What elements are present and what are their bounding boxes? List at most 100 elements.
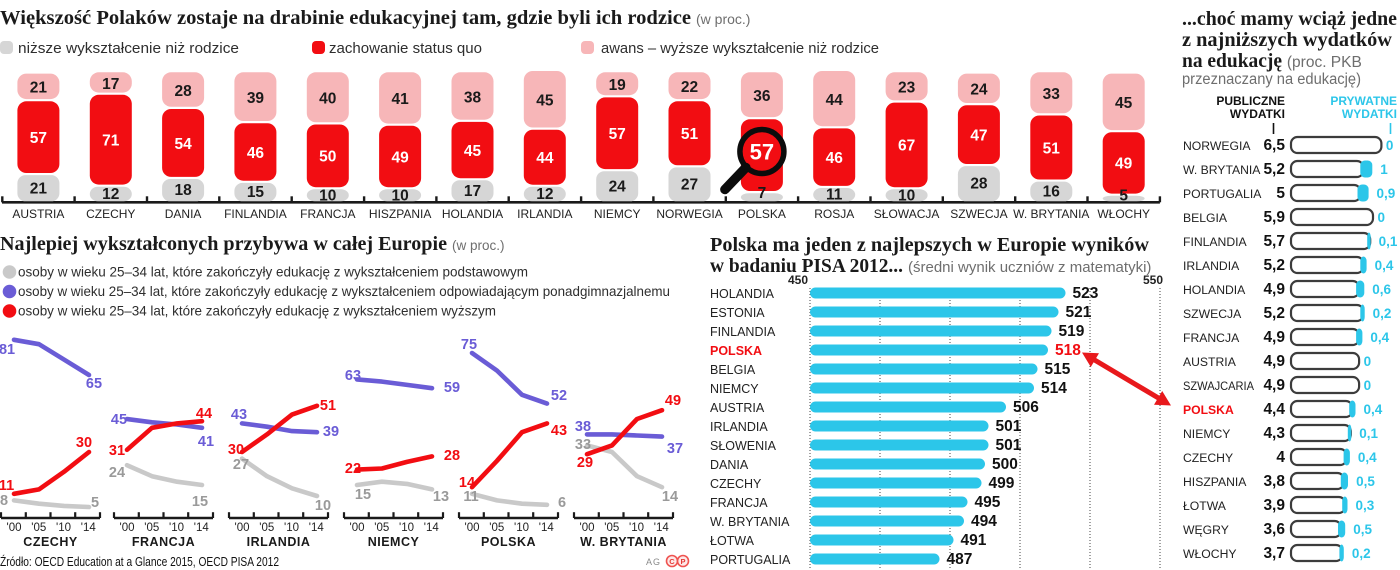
svg-text:IRLANDIA: IRLANDIA [517,207,572,221]
svg-text:0: 0 [1386,138,1394,153]
svg-text:46: 46 [247,145,265,162]
svg-text:45: 45 [536,93,554,110]
svg-text:491: 491 [961,532,987,549]
svg-text:494: 494 [971,513,997,530]
svg-text:W. BRYTANIA: W. BRYTANIA [1183,163,1261,177]
svg-text:5,7: 5,7 [1263,233,1285,250]
svg-text:43: 43 [231,407,247,423]
svg-text:C: C [669,557,675,566]
svg-text:4,9: 4,9 [1263,281,1285,298]
svg-text:'05: '05 [31,522,46,534]
svg-text:NIEMCY: NIEMCY [1183,427,1230,441]
svg-text:39: 39 [247,90,265,107]
svg-text:CZECHY: CZECHY [710,477,762,491]
svg-text:15: 15 [355,487,371,503]
svg-text:CZECHY: CZECHY [23,535,78,549]
svg-text:SZWAJCARIA: SZWAJCARIA [1183,379,1255,393]
svg-text:21: 21 [30,180,48,197]
svg-text:'00: '00 [7,522,22,534]
svg-text:4,9: 4,9 [1263,353,1285,370]
svg-text:SŁOWENIA: SŁOWENIA [710,439,777,453]
svg-text:'05: '05 [489,522,504,534]
svg-text:50: 50 [319,149,336,166]
svg-text:29: 29 [577,455,593,471]
svg-text:39: 39 [323,424,339,440]
svg-text:Źródło: OECD Education at a Gl: Źródło: OECD Education at a Glance 2015,… [0,554,279,569]
svg-text:AG: AG [646,557,661,567]
svg-text:'14: '14 [309,522,325,534]
svg-text:5: 5 [1276,185,1285,202]
svg-text:0,6: 0,6 [1372,282,1391,297]
svg-text:'10: '10 [514,522,529,534]
svg-text:33: 33 [575,437,591,453]
svg-text:przeznaczany na edukację): przeznaczany na edukację) [1182,71,1361,88]
svg-text:7: 7 [758,185,767,202]
svg-text:499: 499 [989,475,1015,492]
svg-text:SZWECJA: SZWECJA [1183,307,1242,321]
svg-text:40: 40 [319,91,336,108]
svg-text:FRANCJA: FRANCJA [132,535,195,549]
svg-text:31: 31 [109,443,125,459]
svg-text:POLSKA: POLSKA [710,344,762,358]
svg-text:0,4: 0,4 [1375,258,1394,273]
svg-text:518: 518 [1055,342,1081,359]
svg-text:10: 10 [315,498,331,514]
svg-text:10: 10 [392,187,409,204]
svg-text:'05: '05 [374,522,389,534]
svg-text:16: 16 [1043,183,1061,200]
svg-text:HISZPANIA: HISZPANIA [1183,475,1247,489]
svg-text:17: 17 [102,76,119,93]
svg-text:...choć mamy wciąż jedne: ...choć mamy wciąż jedne [1182,9,1397,30]
svg-text:AUSTRIA: AUSTRIA [12,207,64,221]
svg-text:W. BRYTANIA: W. BRYTANIA [710,515,790,529]
svg-text:0,5: 0,5 [1356,474,1375,489]
svg-text:46: 46 [826,150,844,167]
svg-text:519: 519 [1059,323,1085,340]
svg-text:81: 81 [0,342,15,358]
svg-text:12: 12 [536,186,553,203]
svg-text:63: 63 [345,368,361,384]
svg-text:ROSJA: ROSJA [814,207,854,221]
svg-text:z najniższych wydatków: z najniższych wydatków [1182,30,1392,51]
svg-text:'14: '14 [81,522,97,534]
svg-text:0,5: 0,5 [1353,522,1372,537]
svg-text:24: 24 [970,82,988,99]
svg-text:0,9: 0,9 [1377,186,1396,201]
svg-text:'14: '14 [539,522,555,534]
svg-text:'00: '00 [120,522,135,534]
svg-text:44: 44 [826,92,844,109]
svg-text:HOLANDIA: HOLANDIA [442,207,503,221]
svg-text:0,2: 0,2 [1352,546,1371,561]
svg-text:501: 501 [996,418,1022,435]
svg-text:41: 41 [198,434,214,450]
svg-text:10: 10 [898,187,915,204]
svg-text:44: 44 [196,406,212,422]
svg-text:POLSKA: POLSKA [1183,403,1234,417]
svg-text:ŁOTWA: ŁOTWA [1183,499,1227,513]
svg-text:FINLANDIA: FINLANDIA [224,207,287,221]
svg-text:51: 51 [1043,140,1061,157]
svg-text:awans – wyższe wykształcenie n: awans – wyższe wykształcenie niż rodzice [601,40,879,57]
svg-text:501: 501 [996,437,1022,454]
svg-text:AUSTRIA: AUSTRIA [710,401,765,415]
svg-text:POLSKA: POLSKA [481,535,536,549]
svg-text:WĘGRY: WĘGRY [1183,523,1229,537]
svg-text:zachowanie status quo: zachowanie status quo [329,40,482,57]
svg-text:21: 21 [30,80,48,97]
svg-text:'14: '14 [424,522,440,534]
svg-text:22: 22 [345,461,361,477]
svg-text:500: 500 [992,456,1018,473]
svg-text:22: 22 [681,79,698,96]
svg-text:'10: '10 [284,522,299,534]
svg-text:WŁOCHY: WŁOCHY [1097,207,1150,221]
svg-text:45: 45 [111,412,127,428]
svg-text:'05: '05 [259,522,274,534]
svg-text:6,5: 6,5 [1263,137,1285,154]
svg-text:30: 30 [76,435,92,451]
svg-text:33: 33 [1043,86,1061,103]
svg-text:19: 19 [609,77,627,94]
svg-text:'00: '00 [580,522,595,534]
svg-text:PORTUGALIA: PORTUGALIA [1183,187,1262,201]
svg-text:506: 506 [1013,399,1039,416]
svg-text:DANIA: DANIA [165,207,202,221]
